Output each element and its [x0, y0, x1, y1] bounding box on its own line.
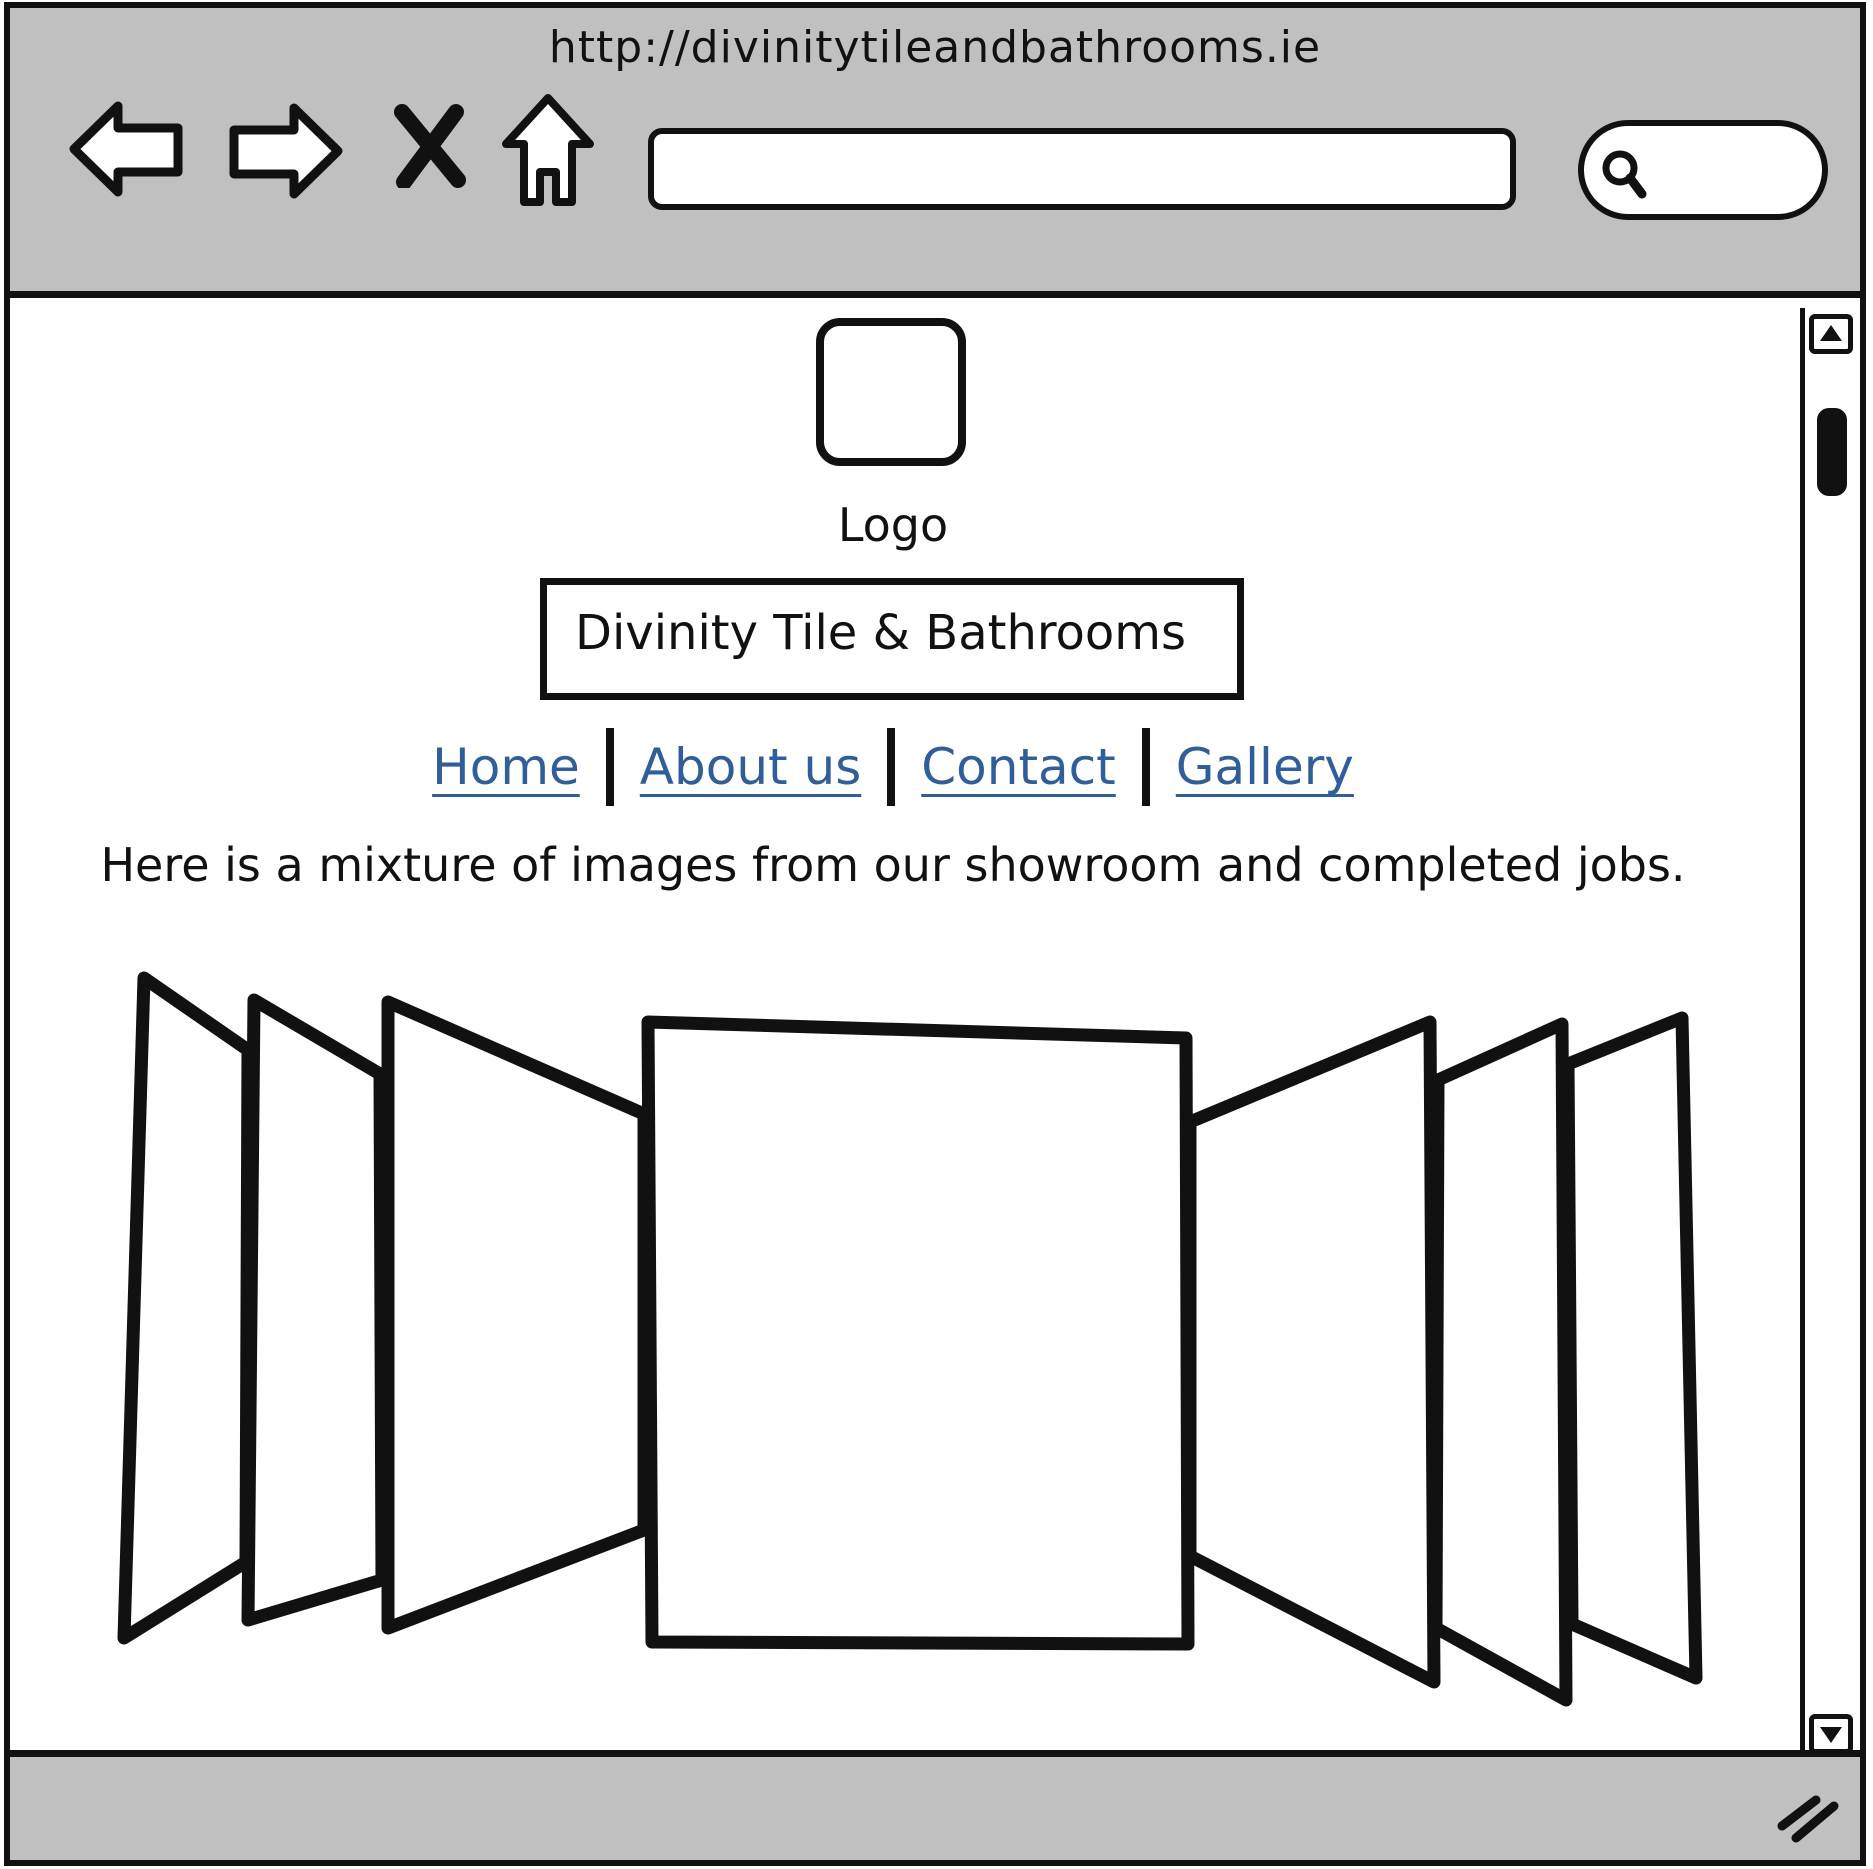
logo-label: Logo — [837, 498, 949, 552]
browser-window: http://divinitytileandbathrooms.ie Logo … — [4, 2, 1866, 1866]
address-bar[interactable] — [648, 128, 1516, 210]
browser-search-field[interactable] — [1578, 120, 1828, 220]
nav-link-home[interactable]: Home — [432, 738, 580, 796]
carousel-slide-center — [641, 1015, 1195, 1651]
carousel-slide-right-1 — [1183, 1015, 1441, 1689]
scroll-down-arrow-icon — [1820, 1727, 1842, 1743]
main-navigation: Home About us Contact Gallery — [10, 728, 1776, 806]
carousel-slide-left-3 — [117, 971, 255, 1645]
image-carousel[interactable] — [10, 298, 1790, 1758]
browser-toolbar: http://divinitytileandbathrooms.ie — [10, 8, 1860, 298]
nav-divider — [605, 728, 614, 806]
carousel-slide-right-2 — [1429, 1017, 1573, 1707]
scroll-thumb[interactable] — [1817, 408, 1847, 496]
carousel-slide-left-2 — [241, 993, 389, 1627]
status-bar — [10, 1750, 1860, 1860]
window-title-url: http://divinitytileandbathrooms.ie — [548, 22, 1322, 73]
scroll-up-arrow-icon — [1820, 325, 1842, 341]
search-icon — [1602, 150, 1647, 199]
scroll-up-button[interactable] — [1809, 314, 1853, 354]
gallery-intro-text: Here is a mixture of images from our sho… — [100, 838, 1686, 892]
nav-divider — [1141, 728, 1150, 806]
logo-placeholder — [816, 318, 966, 466]
nav-divider — [887, 728, 896, 806]
resize-grip-icon[interactable] — [1776, 1792, 1840, 1844]
nav-link-about-us[interactable]: About us — [639, 738, 862, 796]
stop-icon[interactable] — [392, 104, 468, 188]
forward-arrow-icon[interactable] — [220, 96, 346, 206]
vertical-scrollbar[interactable] — [1800, 308, 1856, 1760]
scroll-down-button[interactable] — [1809, 1714, 1853, 1754]
carousel-slide-right-3 — [1561, 1011, 1703, 1685]
nav-link-contact[interactable]: Contact — [921, 738, 1116, 796]
carousel-slide-left-1 — [381, 995, 651, 1635]
site-title: Divinity Tile & Bathrooms — [540, 578, 1244, 700]
nav-link-gallery[interactable]: Gallery — [1175, 738, 1354, 796]
home-icon[interactable] — [498, 92, 598, 210]
back-arrow-icon[interactable] — [66, 94, 192, 204]
page-viewport: Logo Divinity Tile & Bathrooms Home Abou… — [10, 298, 1860, 1758]
